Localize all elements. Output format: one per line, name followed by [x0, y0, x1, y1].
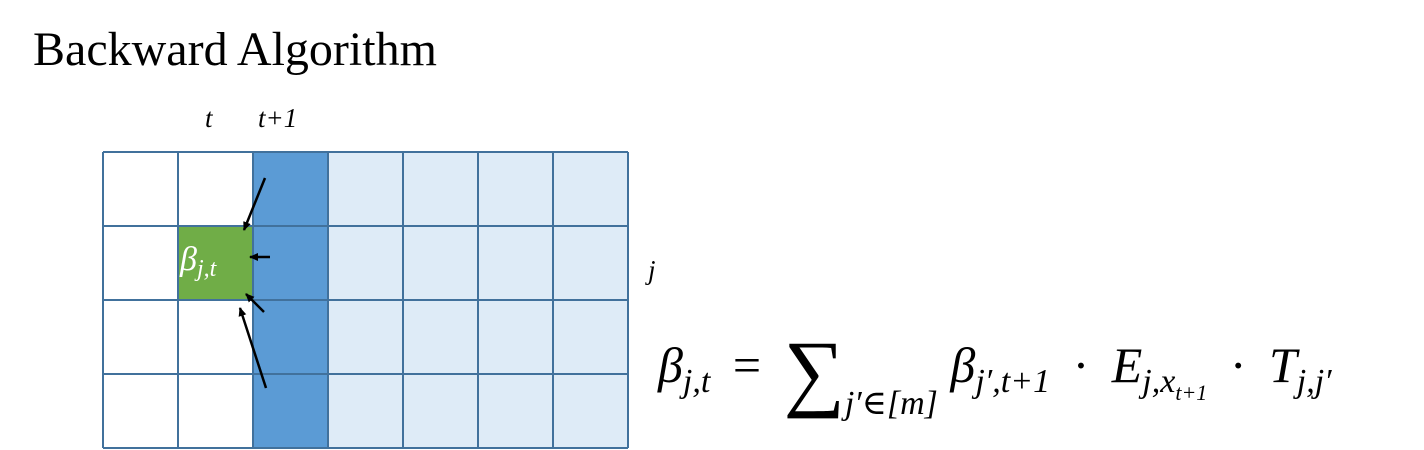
slide-title: Backward Algorithm — [33, 23, 437, 76]
equals-sign: = — [732, 337, 762, 393]
lhs-subscript: j,t — [682, 363, 711, 400]
current-cell-label: βj,t — [180, 238, 216, 291]
term3-symbol: T — [1268, 337, 1297, 393]
term2-subscript: j,x — [1142, 363, 1176, 400]
cell-symbol: β — [180, 241, 197, 278]
row-label-j: j — [648, 255, 656, 285]
dot-2: · — [1229, 337, 1247, 393]
current-cell — [178, 226, 253, 300]
cell-subscript: j,t — [196, 256, 217, 282]
arrow-from-row-1 — [242, 177, 267, 231]
dot-1: · — [1072, 337, 1090, 393]
sum-subscript: j′∈[m] — [844, 385, 938, 422]
term1-symbol: β — [950, 337, 976, 393]
sum-symbol: ∑ — [783, 323, 845, 419]
column-label-t-plus-1: t+1 — [258, 103, 298, 133]
column-label-t: t — [205, 103, 213, 133]
term2-subsubscript: t+1 — [1175, 380, 1208, 405]
lhs-symbol: β — [658, 337, 683, 393]
arrow-from-row-4 — [238, 307, 268, 389]
arrow-from-row-3 — [245, 293, 265, 313]
trellis-grid — [102, 151, 629, 449]
term2-symbol: E — [1111, 337, 1143, 393]
term1-subscript: j′,t+1 — [975, 363, 1051, 400]
backward-recursion-formula: βj,t = ∑j′∈[m] βj′,t+1 · Ej,xt+1 · Tj,j′ — [658, 328, 1332, 439]
term3-subscript: j,j′ — [1296, 363, 1332, 400]
